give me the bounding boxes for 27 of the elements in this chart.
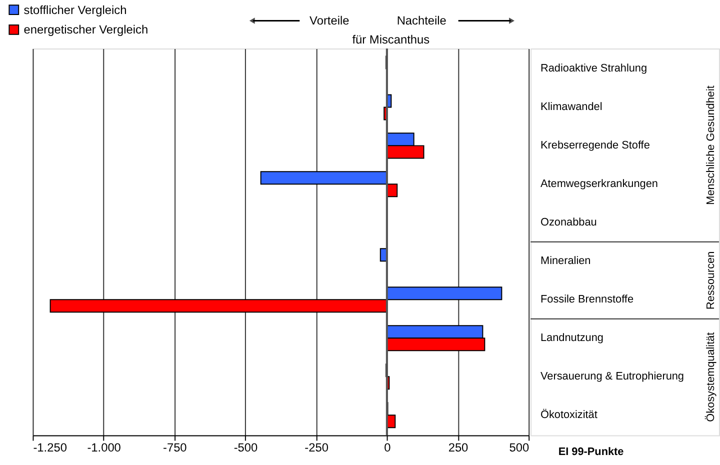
x-tick-label: -500 [234,440,258,455]
y-tick-label: Mineralien [540,255,591,268]
x-tick-label: -250 [304,440,329,455]
x-tick-label: 0 [384,440,392,455]
x-tick-label: -1.000 [87,440,122,455]
text: für Miscanthus [352,32,430,47]
y-tick-label: Landnutzung [540,332,604,344]
y-tick-label: Klimawandel [540,101,602,114]
x-tick-label: 500 [509,440,530,455]
x-tick-label: -1.250 [33,440,68,455]
text: Ökosystemqualität [704,332,718,422]
y-tick-label: Ökotoxizität [540,408,598,422]
y-tick-label: Radioaktive Strahlung [540,62,648,75]
y-tick-label: Versauerung & Eutrophierung [540,370,684,383]
legend-label: stofflicher Vergleich [24,2,127,17]
y-tick-label: Krebserregende Stoffe [540,140,650,152]
y-tick-label: Atemwegserkrankungen [540,178,658,190]
y-tick-label: Fossile Brennstoffe [540,294,634,306]
text: Ressourcen [705,251,718,310]
text: Menschliche Gesundheit [705,86,718,205]
text: Vorteile [310,14,350,28]
y-tick-label: Ozonabbau [540,216,597,229]
text: Nachteile [396,14,447,28]
x-tick-label: -750 [162,440,188,455]
legend-label: energetischer Vergleich [24,22,148,37]
x-tick-label: 250 [448,440,469,455]
x-axis-title: EI 99-Punkte [558,446,624,458]
